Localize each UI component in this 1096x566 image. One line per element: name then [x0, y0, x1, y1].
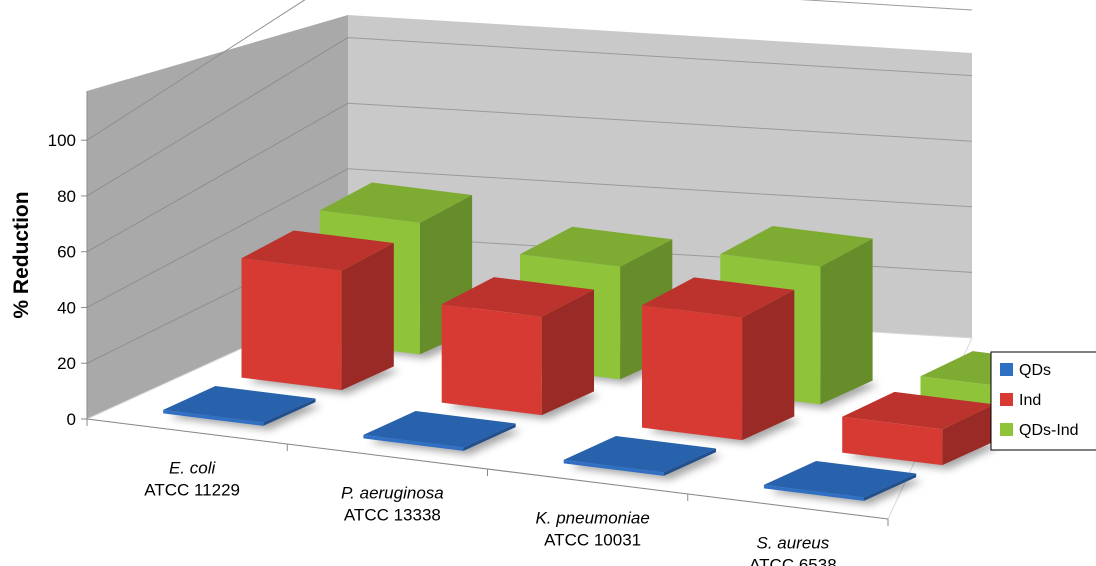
- bar-top: [842, 391, 995, 430]
- bar-front: [441, 304, 542, 416]
- bar-front: [763, 484, 864, 501]
- bar-front: [642, 305, 743, 441]
- bar-qds-2: [363, 411, 522, 455]
- gridline-back: [347, 168, 973, 208]
- bar-side: [463, 423, 516, 451]
- bar-top: [363, 411, 516, 448]
- bar-side: [341, 243, 394, 391]
- category-labels: E. coli ATCC 11229 P. aeruginosa ATCC 13338…: [144, 459, 836, 566]
- category-id: ATCC 10031: [544, 531, 641, 550]
- legend: QDs Ind QDs-Ind: [990, 351, 1096, 451]
- legend-label: QDs: [1019, 362, 1051, 379]
- bar-qds-3: [563, 436, 722, 480]
- gridline-side: [86, 37, 349, 197]
- gridline-side: [86, 168, 349, 308]
- bar-side: [742, 289, 795, 441]
- legend-swatch: [1000, 363, 1013, 376]
- bar-top: [241, 230, 394, 271]
- bar-side: [864, 473, 917, 501]
- y-tick-label: 60: [57, 243, 76, 262]
- gridline-back: [347, 37, 973, 77]
- category-name: E. coli: [169, 459, 217, 478]
- category-name: K. pneumoniae: [535, 509, 649, 528]
- bar-ind-3: [642, 277, 801, 445]
- y-axis-label: % Reduction: [10, 191, 33, 318]
- legend-label: QDs-Ind: [1019, 422, 1079, 439]
- bar-top: [642, 277, 795, 318]
- y-tick-label: 100: [48, 131, 76, 150]
- y-tick-label: 80: [57, 187, 76, 206]
- gridlines: [86, 0, 973, 364]
- gridline-side: [86, 102, 349, 253]
- bar-top: [163, 386, 316, 423]
- bar-front: [363, 434, 464, 451]
- category-id: ATCC 6538: [749, 556, 837, 566]
- y-ticks: 0 20 40 60 80 100: [48, 131, 87, 429]
- bar-side: [663, 448, 716, 476]
- bar-ind-4: [842, 391, 1001, 470]
- bar-top: [763, 461, 917, 498]
- gridline-back: [799, 0, 973, 11]
- bar-side: [820, 238, 873, 405]
- bar-ind-2: [441, 277, 600, 420]
- bar-front: [241, 258, 342, 391]
- bar-qds-4: [763, 461, 923, 505]
- y-tick-label: 20: [57, 354, 76, 373]
- bar-top: [563, 436, 716, 473]
- category-id: ATCC 13338: [344, 506, 441, 525]
- bar-side: [942, 404, 995, 466]
- gridline-back: [347, 102, 973, 142]
- bar-front: [842, 416, 943, 466]
- legend-swatch: [1000, 423, 1013, 436]
- legend-label: Ind: [1019, 392, 1041, 409]
- y-tick-label: 40: [57, 298, 76, 317]
- bar-side: [263, 398, 316, 426]
- bar-top: [319, 182, 473, 223]
- category-id: ATCC 11229: [144, 481, 240, 500]
- bar-front: [563, 459, 664, 476]
- bars: [163, 182, 1079, 505]
- gridline-side: [86, 0, 306, 141]
- bar-ind-1: [241, 230, 400, 395]
- bar-side: [541, 289, 594, 416]
- bar-top: [441, 277, 594, 317]
- category-name: S. aureus: [756, 534, 829, 553]
- category-name: P. aeruginosa: [341, 484, 444, 503]
- legend-swatch: [1000, 393, 1013, 406]
- bar-front: [163, 409, 264, 426]
- y-tick-label: 0: [67, 410, 76, 429]
- bar-top: [520, 226, 673, 267]
- bar-qds-1: [163, 386, 322, 430]
- bar-top: [720, 226, 873, 267]
- x-ticks: [86, 419, 889, 526]
